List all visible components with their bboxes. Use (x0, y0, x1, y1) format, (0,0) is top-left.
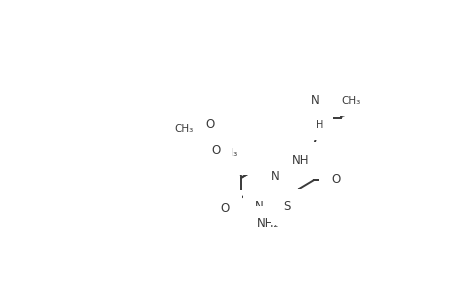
Text: O: O (330, 173, 340, 187)
Text: O: O (220, 202, 229, 215)
Text: NH₂: NH₂ (257, 218, 279, 230)
Text: S: S (282, 200, 290, 213)
Text: CH₃: CH₃ (174, 124, 193, 134)
Text: O: O (211, 144, 220, 157)
Text: O: O (205, 118, 214, 131)
Text: CH₃: CH₃ (218, 148, 237, 158)
Text: N: N (254, 200, 263, 213)
Text: N: N (310, 113, 319, 126)
Text: N: N (310, 94, 319, 107)
Text: S: S (240, 150, 247, 163)
Text: H: H (315, 121, 323, 130)
Text: NH: NH (291, 154, 308, 167)
Text: CH₃: CH₃ (341, 96, 360, 106)
Text: N: N (270, 169, 279, 183)
